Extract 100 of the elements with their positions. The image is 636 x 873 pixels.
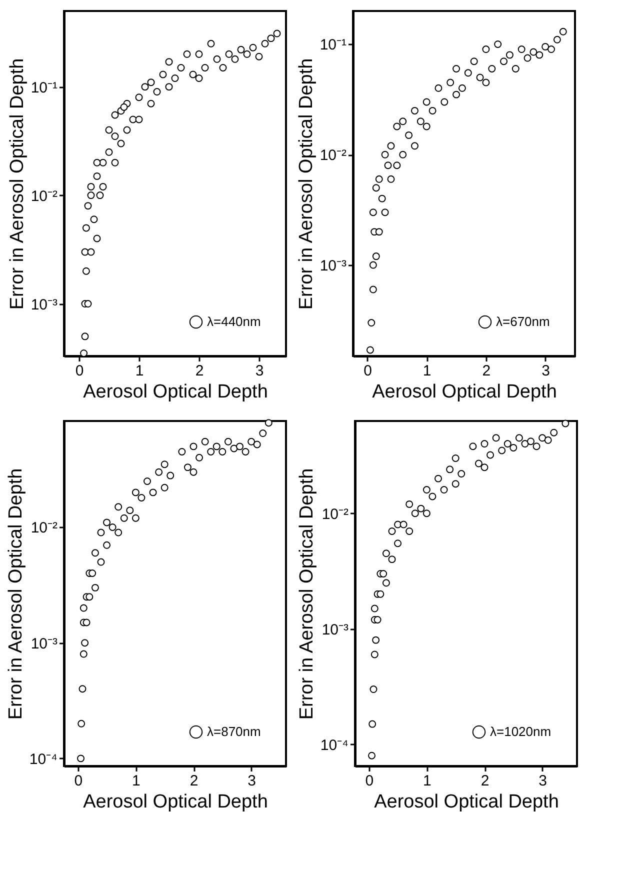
point [91,549,99,557]
y-tick-label: 10⁻¹ [30,79,58,96]
point [80,349,88,357]
point [114,528,122,536]
point [369,286,377,294]
point [93,172,101,180]
point [500,58,508,66]
point [195,74,203,82]
point [87,248,95,256]
y-tick-label: 10⁻³ [320,258,346,275]
point [105,126,113,134]
point [248,438,256,446]
point [93,234,101,242]
point [370,686,378,694]
x-axis-title: Aerosol Optical Depth [372,382,557,402]
point [536,51,544,59]
point [123,126,131,134]
point [149,488,157,496]
point [117,140,125,148]
point [458,470,466,478]
y-tick-label: 10⁻⁴ [320,736,348,754]
point [374,616,382,624]
point [434,84,442,92]
y-tick-label: 10⁻³ [30,296,58,314]
point [382,579,390,587]
point [388,556,396,564]
point [230,444,238,452]
point [384,162,392,170]
point [417,504,425,512]
point [255,52,263,60]
x-tick-label: 3 [542,362,550,380]
point [381,208,389,216]
y-tick-label: 10⁻² [320,147,346,164]
point [267,34,275,42]
point [368,752,376,760]
y-tick-label: 10⁻⁴ [29,750,58,768]
y-tick-label: 10⁻² [30,188,58,205]
point [530,48,538,56]
point [261,40,269,48]
point [81,248,89,256]
point [469,442,477,450]
point [99,182,107,190]
point [184,464,192,472]
point [108,524,116,531]
point [82,267,90,275]
point [218,448,226,456]
x-axis-title: Aerosol Optical Depth [83,792,268,812]
point [153,88,161,96]
point [480,464,488,472]
point [416,118,424,126]
x-tick-label: 2 [482,362,491,380]
point [452,454,460,462]
point [190,442,198,450]
point [372,184,380,192]
point [111,132,119,140]
point [126,506,134,514]
point [225,50,233,58]
point [369,208,377,216]
point [411,510,419,518]
point [195,50,203,58]
point [196,454,204,462]
y-tick-label: 10⁻² [30,520,58,537]
point [515,434,523,442]
point [480,440,488,448]
point [120,514,128,522]
point [84,202,92,210]
point [512,64,520,72]
point [236,442,244,450]
point [492,434,500,442]
point [212,442,220,450]
point [91,584,99,592]
point [105,148,113,156]
point [132,514,140,522]
point [242,448,250,456]
legend-label: λ=670nm [496,314,550,329]
y-axis-title: Error in Aerosol Optical Depth [5,468,26,720]
point [422,486,430,494]
point [548,46,555,54]
y-tick-label: 10⁻³ [322,621,348,638]
x-tick-label: 1 [132,772,140,790]
point [120,103,128,111]
point [510,444,518,452]
point [243,50,251,58]
point [410,142,418,150]
point [103,518,111,526]
point [506,51,514,59]
point [372,252,380,260]
point [542,42,550,50]
point [114,503,122,511]
y-axis-title: Error in Aerosol Optical Depth [6,58,28,310]
point [96,192,104,200]
point [129,116,137,124]
point [82,224,90,232]
point [369,261,377,269]
y-tick-label: 10⁻¹ [320,36,346,54]
legend-label: λ=440nm [207,314,261,329]
legend-label: λ=870nm [207,724,261,739]
point [147,100,155,108]
y-axis-title: Error in Aerosol Optical Depth [296,58,317,310]
point [400,520,408,528]
